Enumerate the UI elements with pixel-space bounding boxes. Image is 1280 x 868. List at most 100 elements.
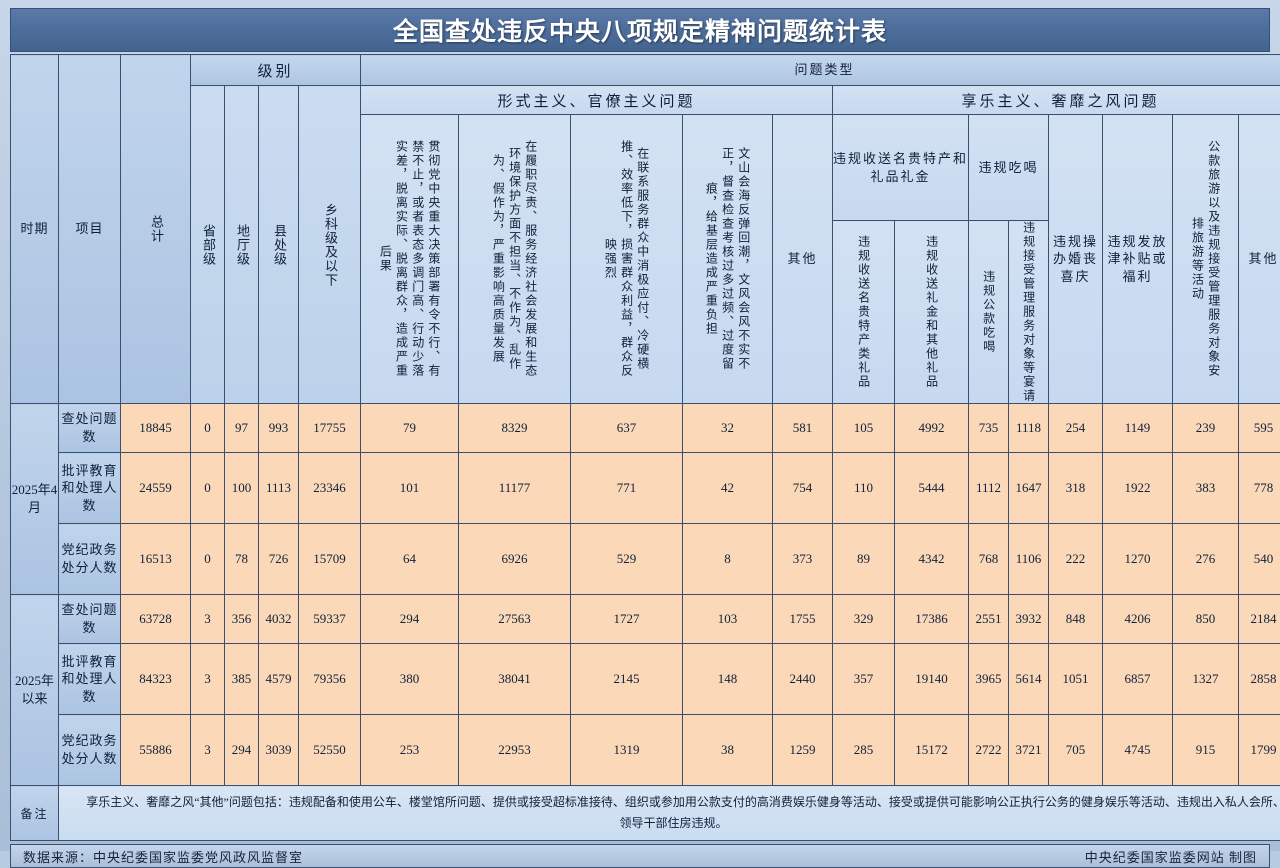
header-formalism-col-1: 贯彻党中央重大决策部署有令不行、有禁不止，或者表态多调门高、行动少落实差，脱离实… (361, 115, 459, 404)
cell-formalism-2: 1319 (571, 715, 683, 786)
table-row: 党纪政务处分人数 55886 3 294 3039 52550 253 2295… (11, 715, 1280, 786)
cell-hedonism-1: 4342 (895, 524, 969, 595)
cell-formalism-2: 529 (571, 524, 683, 595)
cell-hedonism-5: 1922 (1103, 453, 1173, 524)
cell-hedonism-4: 1051 (1049, 644, 1103, 715)
header-formalism-group: 形式主义、官僚主义问题 (361, 86, 833, 115)
cell-hedonism-6: 850 (1173, 595, 1239, 644)
notes-body: 享乐主义、奢靡之风“其他”问题包括：违规配备和使用公车、楼堂馆所问题、提供或接受… (59, 786, 1280, 841)
cell-hedonism-2: 2722 (969, 715, 1009, 786)
cell-hedonism-4: 705 (1049, 715, 1103, 786)
cell-hedonism-5: 4206 (1103, 595, 1173, 644)
cell-total: 84323 (121, 644, 191, 715)
cell-formalism-4: 1755 (773, 595, 833, 644)
statistics-table: 时期 项目 总计 级别 问题类型 省部级 (10, 54, 1280, 841)
cell-formalism-2: 771 (571, 453, 683, 524)
cell-hedonism-5: 6857 (1103, 644, 1173, 715)
cell-formalism-3: 103 (683, 595, 773, 644)
cell-hedonism-6: 915 (1173, 715, 1239, 786)
cell-hedonism-3: 1647 (1009, 453, 1049, 524)
table-row: 党纪政务处分人数 16513 0 78 726 15709 64 6926 52… (11, 524, 1280, 595)
cell-level-3: 52550 (299, 715, 361, 786)
cell-total: 63728 (121, 595, 191, 644)
cell-level-0: 0 (191, 453, 225, 524)
cell-formalism-3: 8 (683, 524, 773, 595)
cell-total: 16513 (121, 524, 191, 595)
cell-hedonism-4: 254 (1049, 404, 1103, 453)
cell-formalism-0: 64 (361, 524, 459, 595)
item-label: 批评教育和处理人数 (59, 453, 121, 524)
header-formalism-col-other: 其他 (773, 115, 833, 404)
chart-credit: 中央纪委国家监委网站 制图 (1085, 847, 1257, 866)
data-source: 数据来源：中央纪委国家监委党风政风监督室 (23, 847, 303, 866)
cell-hedonism-7: 778 (1239, 453, 1280, 524)
cell-hedonism-3: 3932 (1009, 595, 1049, 644)
cell-hedonism-6: 383 (1173, 453, 1239, 524)
header-dining-sub-1: 违规公款吃喝 (969, 221, 1009, 404)
item-label: 查处问题数 (59, 595, 121, 644)
cell-hedonism-1: 5444 (895, 453, 969, 524)
cell-hedonism-6: 239 (1173, 404, 1239, 453)
header-hedonism-gift: 违规收送名贵特产和礼品礼金 (833, 115, 969, 221)
header-hedonism-allowance: 违规发放津补贴或福利 (1103, 115, 1173, 404)
notes-label: 备注 (11, 786, 59, 841)
cell-formalism-3: 42 (683, 453, 773, 524)
header-period: 时期 (11, 55, 59, 404)
item-label: 批评教育和处理人数 (59, 644, 121, 715)
cell-hedonism-7: 540 (1239, 524, 1280, 595)
cell-hedonism-5: 1270 (1103, 524, 1173, 595)
item-label: 党纪政务处分人数 (59, 524, 121, 595)
cell-hedonism-4: 222 (1049, 524, 1103, 595)
cell-hedonism-3: 3721 (1009, 715, 1049, 786)
cell-formalism-4: 373 (773, 524, 833, 595)
cell-level-1: 78 (225, 524, 259, 595)
cell-level-2: 993 (259, 404, 299, 453)
cell-hedonism-2: 1112 (969, 453, 1009, 524)
header-problem-type-group: 问题类型 (361, 55, 1280, 86)
cell-level-1: 97 (225, 404, 259, 453)
cell-hedonism-2: 3965 (969, 644, 1009, 715)
cell-level-3: 23346 (299, 453, 361, 524)
cell-hedonism-2: 735 (969, 404, 1009, 453)
cell-hedonism-2: 768 (969, 524, 1009, 595)
cell-formalism-0: 79 (361, 404, 459, 453)
cell-formalism-2: 2145 (571, 644, 683, 715)
cell-hedonism-7: 2858 (1239, 644, 1280, 715)
header-level-xiangke: 乡科级及以下 (299, 86, 361, 404)
cell-total: 18845 (121, 404, 191, 453)
cell-hedonism-7: 2184 (1239, 595, 1280, 644)
cell-formalism-1: 22953 (459, 715, 571, 786)
header-hedonism-group: 享乐主义、奢靡之风问题 (833, 86, 1280, 115)
cell-hedonism-3: 5614 (1009, 644, 1049, 715)
cell-hedonism-6: 276 (1173, 524, 1239, 595)
header-hedonism-other: 其他 (1239, 115, 1280, 404)
cell-hedonism-5: 1149 (1103, 404, 1173, 453)
cell-hedonism-5: 4745 (1103, 715, 1173, 786)
cell-hedonism-0: 110 (833, 453, 895, 524)
cell-level-2: 4032 (259, 595, 299, 644)
cell-formalism-3: 38 (683, 715, 773, 786)
cell-formalism-3: 32 (683, 404, 773, 453)
cell-hedonism-1: 4992 (895, 404, 969, 453)
header-row-2: 省部级 地厅级 县处级 乡科级及以下 形式主义、官僚主义问题 享乐主义、奢靡之风… (11, 86, 1280, 115)
cell-level-1: 356 (225, 595, 259, 644)
cell-hedonism-0: 329 (833, 595, 895, 644)
cell-hedonism-6: 1327 (1173, 644, 1239, 715)
cell-hedonism-7: 595 (1239, 404, 1280, 453)
cell-hedonism-0: 89 (833, 524, 895, 595)
cell-total: 24559 (121, 453, 191, 524)
table-row: 批评教育和处理人数 84323 3 385 4579 79356 380 380… (11, 644, 1280, 715)
header-gift-sub-2: 违规收送礼金和其他礼品 (895, 221, 969, 404)
header-total: 总计 (121, 55, 191, 404)
notes-row: 备注 享乐主义、奢靡之风“其他”问题包括：违规配备和使用公车、楼堂馆所问题、提供… (11, 786, 1280, 841)
cell-hedonism-1: 19140 (895, 644, 969, 715)
period-cell-2: 2025年以来 (11, 595, 59, 786)
cell-hedonism-0: 105 (833, 404, 895, 453)
page-title-bar: 全国查处违反中央八项规定精神问题统计表 (10, 8, 1270, 52)
source-bar: 数据来源：中央纪委国家监委党风政风监督室 中央纪委国家监委网站 制图 (10, 844, 1270, 868)
item-label: 查处问题数 (59, 404, 121, 453)
header-level-group: 级别 (191, 55, 361, 86)
cell-level-0: 3 (191, 715, 225, 786)
header-level-xianchu: 县处级 (259, 86, 299, 404)
page-title: 全国查处违反中央八项规定精神问题统计表 (393, 12, 887, 48)
